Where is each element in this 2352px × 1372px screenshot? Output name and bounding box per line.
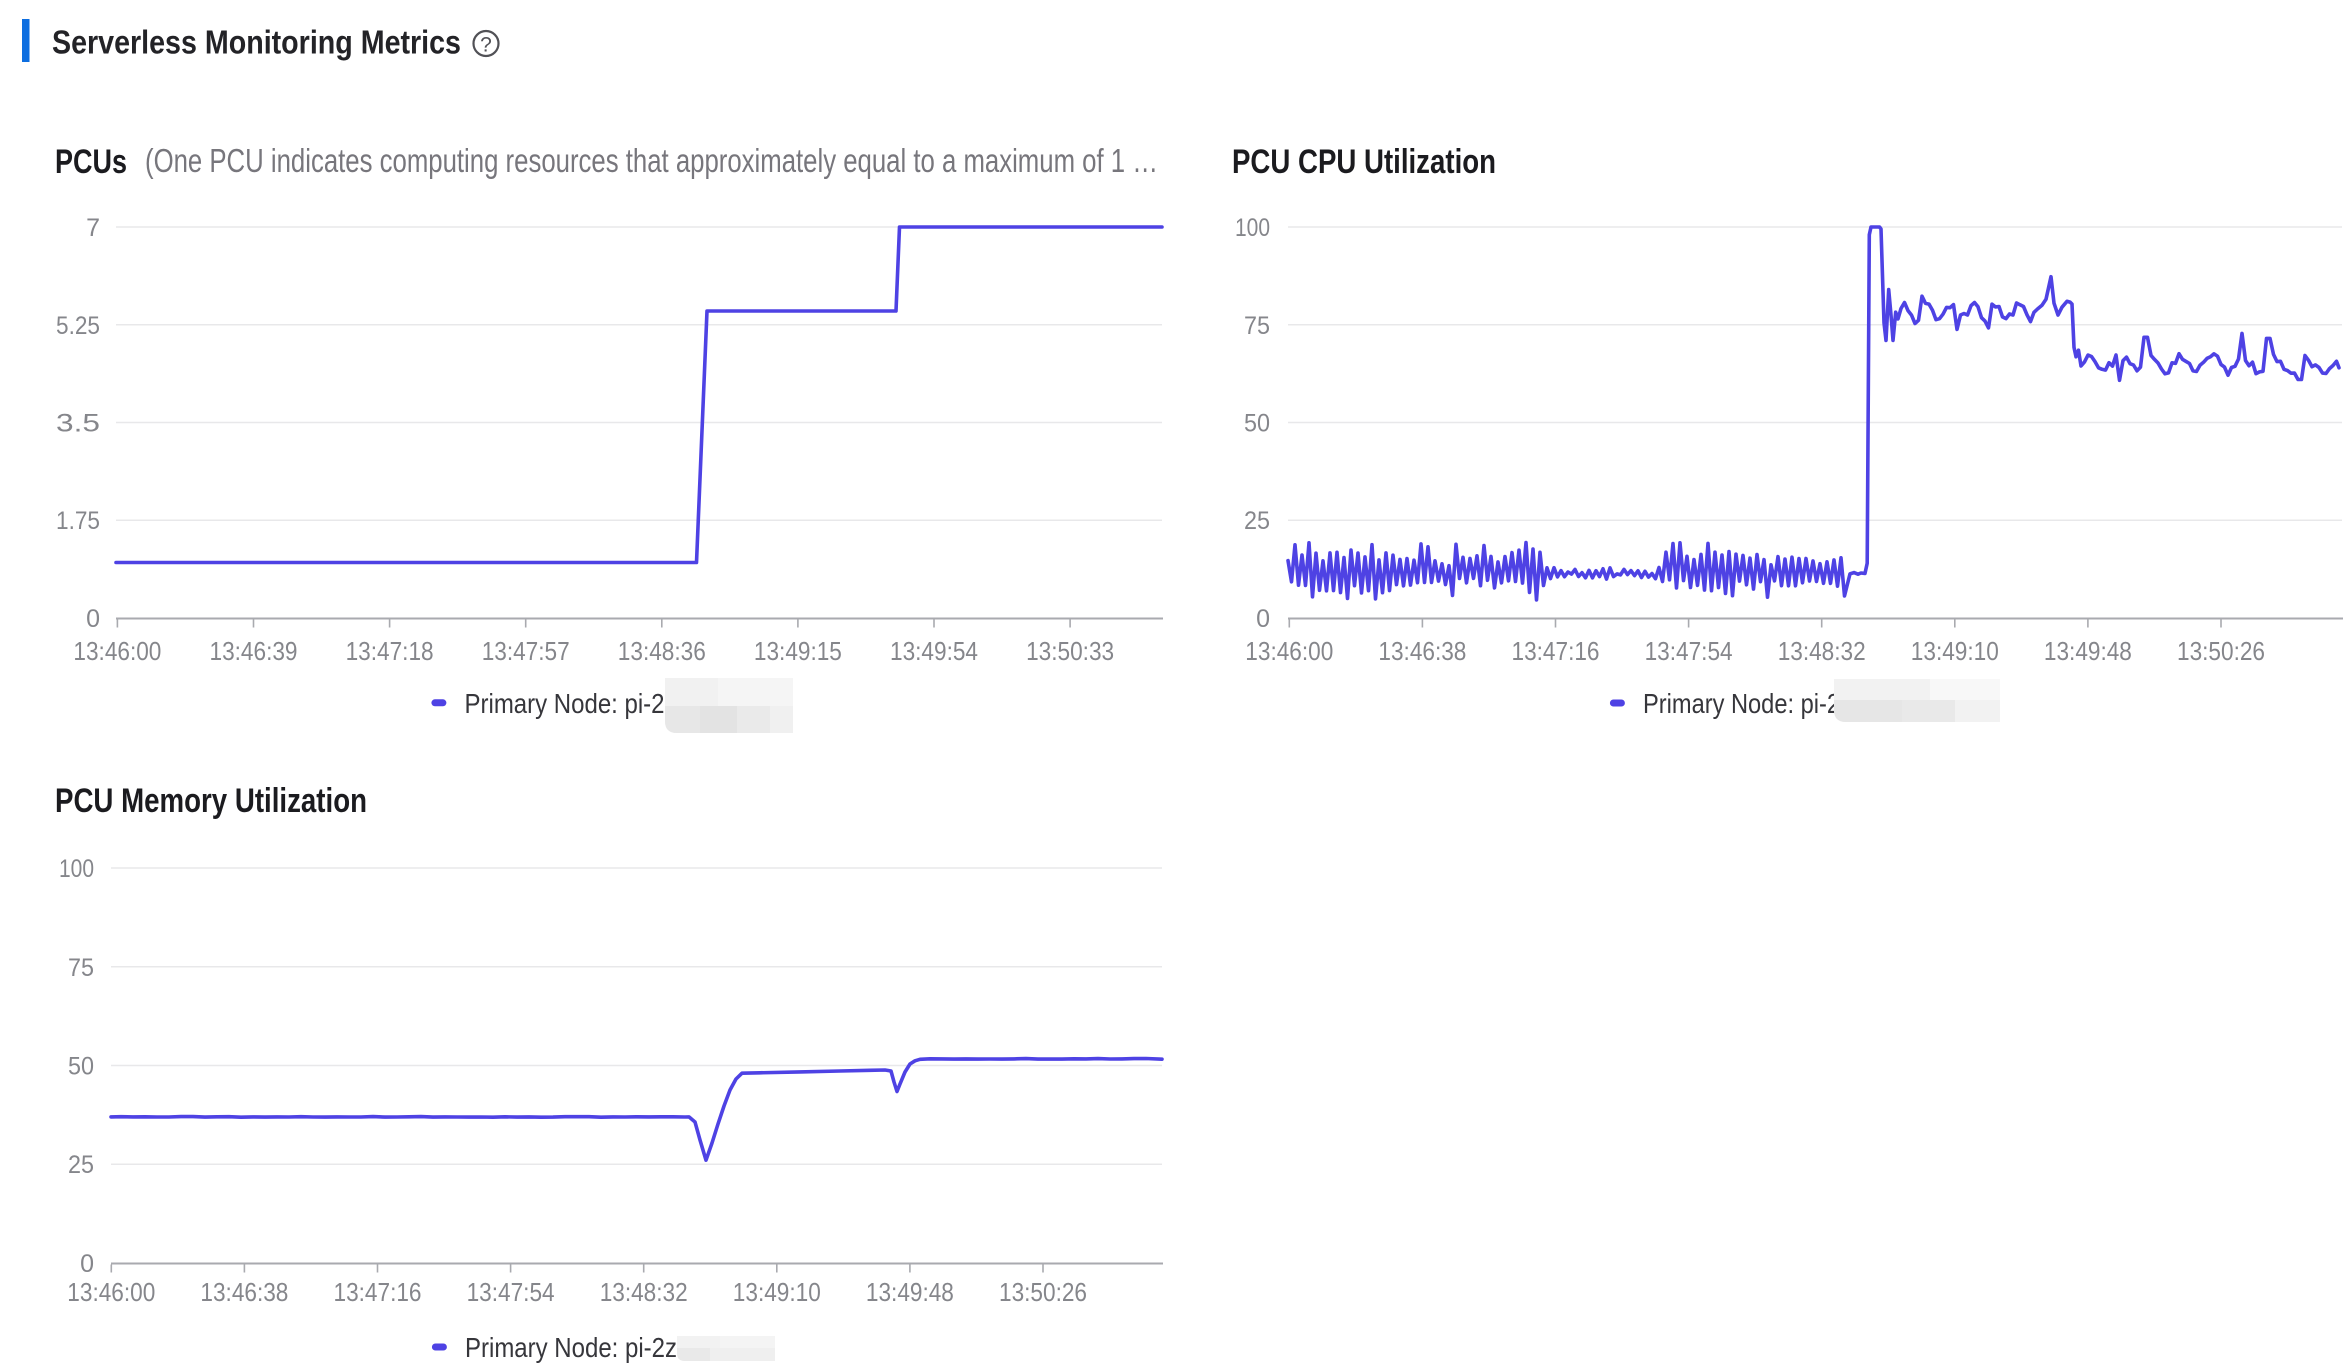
svg-text:13:50:33: 13:50:33 bbox=[1026, 636, 1114, 666]
svg-text:13:46:38: 13:46:38 bbox=[1378, 636, 1466, 666]
svg-text:13:46:00: 13:46:00 bbox=[1245, 636, 1333, 666]
svg-text:0: 0 bbox=[1256, 605, 1270, 633]
svg-text:75: 75 bbox=[1244, 312, 1270, 340]
svg-text:50: 50 bbox=[68, 1053, 94, 1081]
svg-text:PCU Memory Utilization: PCU Memory Utilization bbox=[55, 782, 367, 820]
svg-text:13:49:48: 13:49:48 bbox=[866, 1277, 954, 1307]
svg-text:0: 0 bbox=[80, 1250, 94, 1278]
svg-text:1.75: 1.75 bbox=[56, 507, 100, 535]
svg-text:Primary Node: pi-2: Primary Node: pi-2 bbox=[1643, 688, 1840, 719]
svg-text:100: 100 bbox=[59, 855, 94, 883]
svg-text:75: 75 bbox=[68, 954, 94, 982]
svg-text:50: 50 bbox=[1244, 410, 1270, 438]
svg-text:13:47:54: 13:47:54 bbox=[1645, 636, 1733, 666]
svg-text:13:47:18: 13:47:18 bbox=[346, 636, 434, 666]
svg-text:13:48:32: 13:48:32 bbox=[1778, 636, 1866, 666]
svg-text:13:49:48: 13:49:48 bbox=[2044, 636, 2132, 666]
svg-text:?: ? bbox=[480, 34, 492, 57]
svg-text:13:50:26: 13:50:26 bbox=[999, 1277, 1087, 1307]
svg-text:0: 0 bbox=[86, 605, 100, 633]
svg-text:13:49:15: 13:49:15 bbox=[754, 636, 842, 666]
svg-text:Primary Node: pi-2z: Primary Node: pi-2z bbox=[465, 1332, 677, 1363]
svg-text:25: 25 bbox=[1244, 507, 1270, 535]
svg-text:13:48:32: 13:48:32 bbox=[600, 1277, 688, 1307]
svg-text:PCU CPU Utilization: PCU CPU Utilization bbox=[1232, 143, 1496, 181]
svg-text:13:49:54: 13:49:54 bbox=[890, 636, 978, 666]
svg-text:(One PCU indicates computing r: (One PCU indicates computing resources t… bbox=[145, 142, 1158, 179]
svg-text:13:46:00: 13:46:00 bbox=[73, 636, 161, 666]
svg-text:13:46:39: 13:46:39 bbox=[210, 636, 298, 666]
svg-text:3.5: 3.5 bbox=[56, 410, 100, 438]
svg-text:13:47:16: 13:47:16 bbox=[1512, 636, 1600, 666]
svg-text:25: 25 bbox=[68, 1151, 94, 1179]
svg-text:13:46:38: 13:46:38 bbox=[200, 1277, 288, 1307]
svg-text:13:47:54: 13:47:54 bbox=[467, 1277, 555, 1307]
svg-text:7: 7 bbox=[86, 214, 100, 242]
svg-text:13:50:26: 13:50:26 bbox=[2177, 636, 2265, 666]
svg-text:PCUs: PCUs bbox=[55, 143, 127, 181]
svg-text:Primary Node: pi-2: Primary Node: pi-2 bbox=[465, 688, 665, 719]
svg-text:13:49:10: 13:49:10 bbox=[733, 1277, 821, 1307]
svg-text:Serverless Monitoring Metrics: Serverless Monitoring Metrics bbox=[52, 24, 461, 61]
svg-text:13:47:16: 13:47:16 bbox=[334, 1277, 422, 1307]
svg-text:13:48:36: 13:48:36 bbox=[618, 636, 706, 666]
svg-text:5.25: 5.25 bbox=[56, 312, 100, 340]
svg-text:13:47:57: 13:47:57 bbox=[482, 636, 570, 666]
svg-text:13:49:10: 13:49:10 bbox=[1911, 636, 1999, 666]
svg-text:100: 100 bbox=[1235, 214, 1270, 242]
svg-text:13:46:00: 13:46:00 bbox=[67, 1277, 155, 1307]
